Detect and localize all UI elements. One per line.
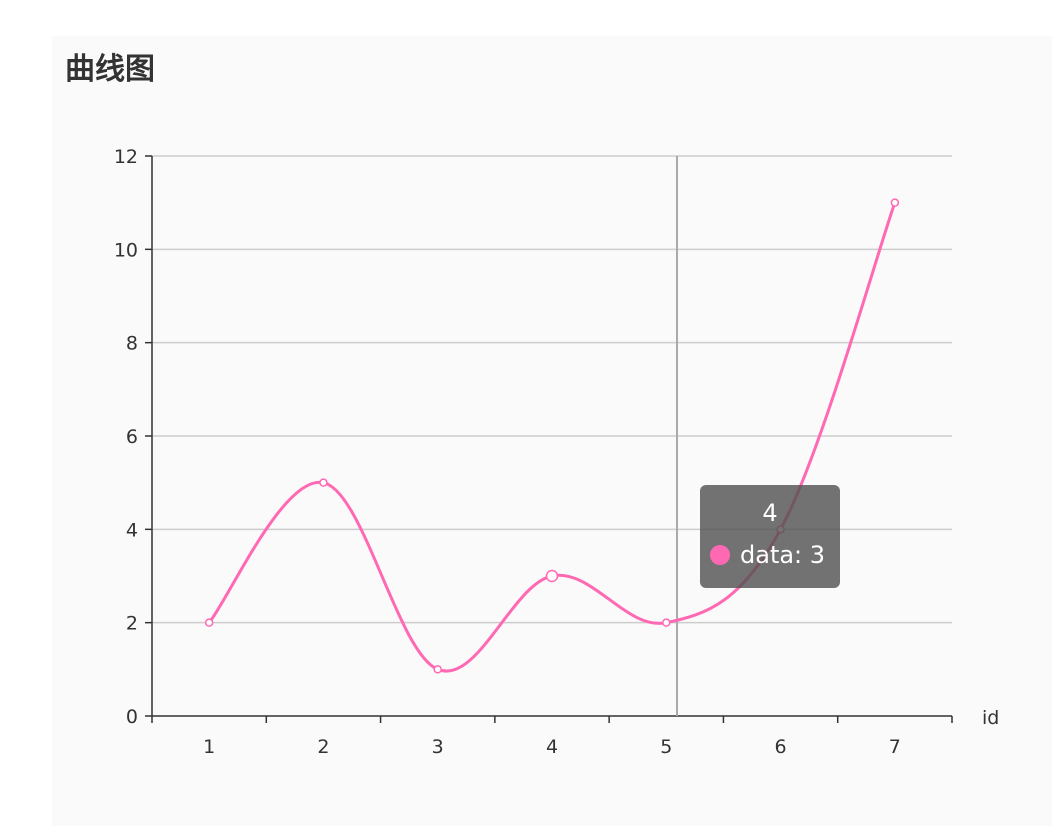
x-tick-label: 5: [660, 736, 672, 758]
x-tick-label: 7: [889, 736, 901, 758]
y-tick-label: 6: [126, 426, 138, 448]
x-tick-label: 2: [317, 736, 329, 758]
tooltip-label: data: 3: [740, 541, 826, 569]
chart-panel: 曲线图: [52, 36, 1052, 826]
tooltip: 4 data: 3: [700, 485, 840, 588]
y-tick-label: 2: [126, 613, 138, 635]
x-tick-label: 6: [775, 736, 787, 758]
chart-title: 曲线图: [65, 52, 155, 87]
x-tick-label: 3: [432, 736, 444, 758]
data-point: [545, 569, 559, 583]
data-point: [204, 618, 214, 627]
x-axis-label: id: [982, 707, 999, 729]
x-tick-label: 1: [203, 736, 215, 758]
data-point: [890, 198, 900, 207]
data-point: [319, 478, 328, 487]
data-point: [433, 665, 442, 674]
data-point: [662, 618, 671, 627]
y-tick-label: 0: [126, 706, 138, 728]
x-tick-label: 4: [546, 736, 558, 758]
series-line: [207, 202, 897, 673]
y-tick-label: 10: [114, 239, 138, 261]
y-tick-label: 8: [126, 333, 138, 355]
tooltip-title: 4: [762, 499, 778, 527]
y-tick-label: 4: [126, 519, 138, 541]
y-tick-label: 12: [114, 146, 138, 168]
tooltip-row: data: 3: [710, 541, 825, 569]
series-marker-icon: [710, 545, 730, 565]
